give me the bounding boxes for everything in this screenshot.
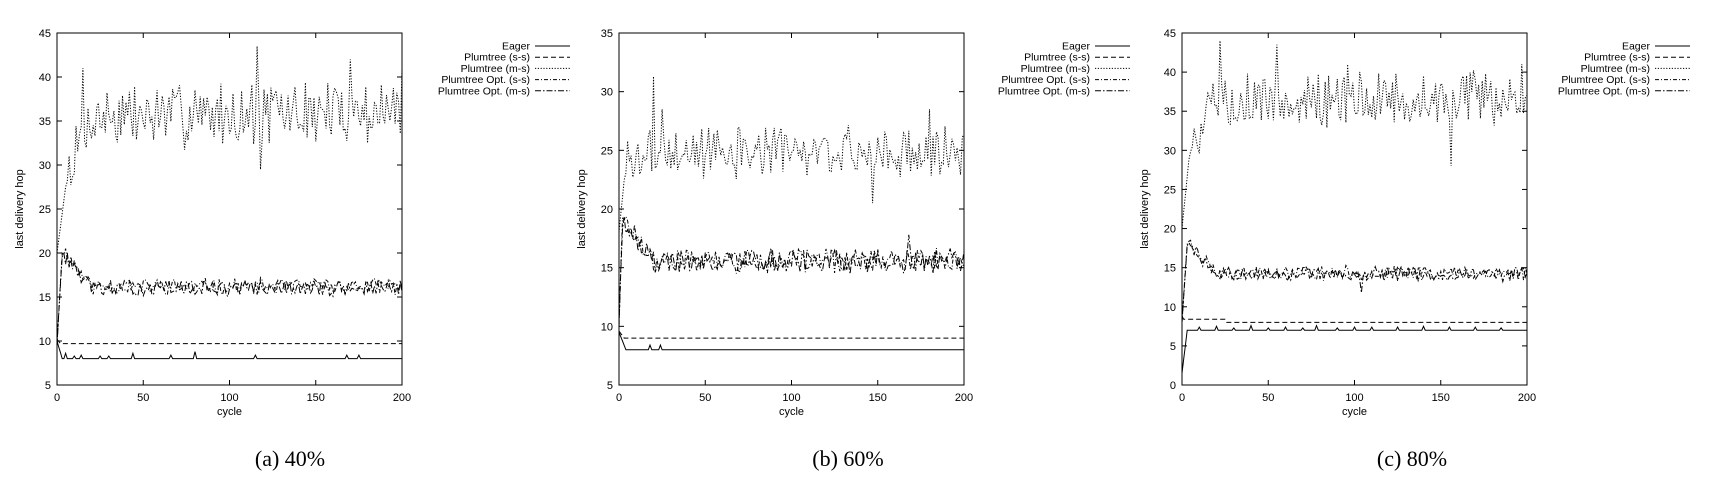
x-tick-label: 0: [616, 392, 622, 404]
y-tick-label: 20: [39, 248, 51, 260]
plot-frame: [618, 32, 965, 386]
legend-entry-label: Plumtree Opt. (m-s): [1558, 85, 1650, 97]
x-tick-label: 200: [393, 392, 411, 404]
subfigure-caption: (b) 60%: [812, 446, 883, 471]
legend-entry-label: Plumtree (s-s): [464, 52, 530, 64]
chart-panel-1: 5 10 15 20 25 30 35 40 45 0 50 100 150 200 cycle last d…: [14, 28, 570, 471]
chart-panel-3: 0 5 10 15 20 25 30 35 40 45 0 50 100 150 200 cycle last …: [1139, 28, 1690, 471]
series-line-plumtree-s-s: [619, 330, 964, 339]
series-line-eager: [619, 332, 964, 351]
plot-frame: [56, 32, 403, 386]
legend-entry-label: Plumtree Opt. (m-s): [438, 85, 530, 97]
legend-entry-label: Eager: [502, 41, 531, 53]
y-axis-label: last delivery hop: [14, 169, 26, 249]
x-tick-label: 50: [1262, 392, 1274, 404]
legend-entry-label: Plumtree Opt. (m-s): [998, 85, 1090, 97]
y-tick-label: 10: [1164, 302, 1176, 314]
x-tick-label: 0: [54, 392, 60, 404]
legend-entry-label: Plumtree (s-s): [1584, 52, 1650, 64]
series-line-plumtree-opt-s-s: [1182, 239, 1527, 323]
legend-entry-label: Eager: [1622, 41, 1651, 53]
series-line-plumtree-s-s: [57, 338, 402, 345]
y-tick-label: 20: [601, 204, 613, 216]
x-tick-label: 150: [1432, 392, 1450, 404]
y-tick-label: 35: [39, 116, 51, 128]
subfigure-caption: (c) 80%: [1377, 446, 1447, 471]
y-tick-label: 25: [39, 204, 51, 216]
y-tick-label: 30: [601, 87, 613, 99]
series-line-eager: [1182, 324, 1527, 374]
x-tick-label: 50: [699, 392, 711, 404]
x-tick-label: 0: [1179, 392, 1185, 404]
x-axis-label: cycle: [1342, 406, 1367, 418]
x-tick-label: 200: [955, 392, 973, 404]
y-tick-label: 5: [1170, 341, 1176, 353]
series-line-plumtree-opt-m-s: [1182, 241, 1527, 323]
y-tick-label: 15: [1164, 263, 1176, 275]
series-line-plumtree-m-s: [1182, 40, 1527, 229]
series-line-plumtree-opt-s-s: [57, 248, 402, 346]
series-line-plumtree-opt-s-s: [619, 215, 964, 327]
y-tick-label: 40: [1164, 67, 1176, 79]
series-line-plumtree-opt-m-s: [57, 251, 402, 346]
plot-frame: [1181, 32, 1528, 386]
x-tick-label: 200: [1518, 392, 1536, 404]
x-tick-label: 50: [137, 392, 149, 404]
y-axis-label: last delivery hop: [1139, 169, 1151, 249]
legend-entry-label: Plumtree (m-s): [461, 63, 530, 75]
legend-entry-label: Plumtree (m-s): [1581, 63, 1650, 75]
x-tick-label: 100: [220, 392, 238, 404]
y-tick-label: 30: [39, 160, 51, 172]
y-tick-label: 30: [1164, 145, 1176, 157]
y-tick-label: 35: [1164, 106, 1176, 118]
y-tick-label: 20: [1164, 224, 1176, 236]
legend-entry-label: Plumtree Opt. (s-s): [1001, 74, 1090, 86]
y-axis-label: last delivery hop: [576, 169, 588, 249]
y-tick-label: 45: [1164, 28, 1176, 40]
y-tick-label: 35: [601, 28, 613, 40]
y-tick-label: 25: [601, 145, 613, 157]
legend-entry-label: Plumtree Opt. (s-s): [441, 74, 530, 86]
y-tick-label: 15: [601, 263, 613, 275]
x-tick-label: 150: [307, 392, 325, 404]
x-tick-label: 100: [782, 392, 800, 404]
legend-entry-label: Eager: [1062, 41, 1091, 53]
x-tick-label: 100: [1345, 392, 1363, 404]
series-line-plumtree-s-s: [1182, 315, 1527, 323]
x-tick-label: 150: [869, 392, 887, 404]
x-axis-label: cycle: [217, 406, 242, 418]
legend-entry-label: Plumtree Opt. (s-s): [1561, 74, 1650, 86]
series-line-plumtree-m-s: [619, 76, 964, 233]
subfigure-caption: (a) 40%: [255, 446, 325, 471]
y-tick-label: 45: [39, 28, 51, 40]
series-line-plumtree-opt-m-s: [619, 216, 964, 327]
y-tick-label: 10: [39, 336, 51, 348]
legend-entry-label: Plumtree (m-s): [1021, 63, 1090, 75]
y-tick-label: 5: [607, 380, 613, 392]
x-axis-label: cycle: [779, 406, 804, 418]
y-tick-label: 40: [39, 72, 51, 84]
legend-entry-label: Plumtree (s-s): [1024, 52, 1090, 64]
y-tick-label: 10: [601, 321, 613, 333]
chart-panel-2: 5 10 15 20 25 30 35 0 50 100 150 200 cycle last deliv…: [576, 28, 1130, 471]
series-line-plumtree-m-s: [57, 46, 402, 254]
y-tick-label: 0: [1170, 380, 1176, 392]
y-tick-label: 5: [45, 380, 51, 392]
y-tick-label: 25: [1164, 184, 1176, 196]
series-line-eager: [57, 340, 402, 360]
y-tick-label: 15: [39, 292, 51, 304]
